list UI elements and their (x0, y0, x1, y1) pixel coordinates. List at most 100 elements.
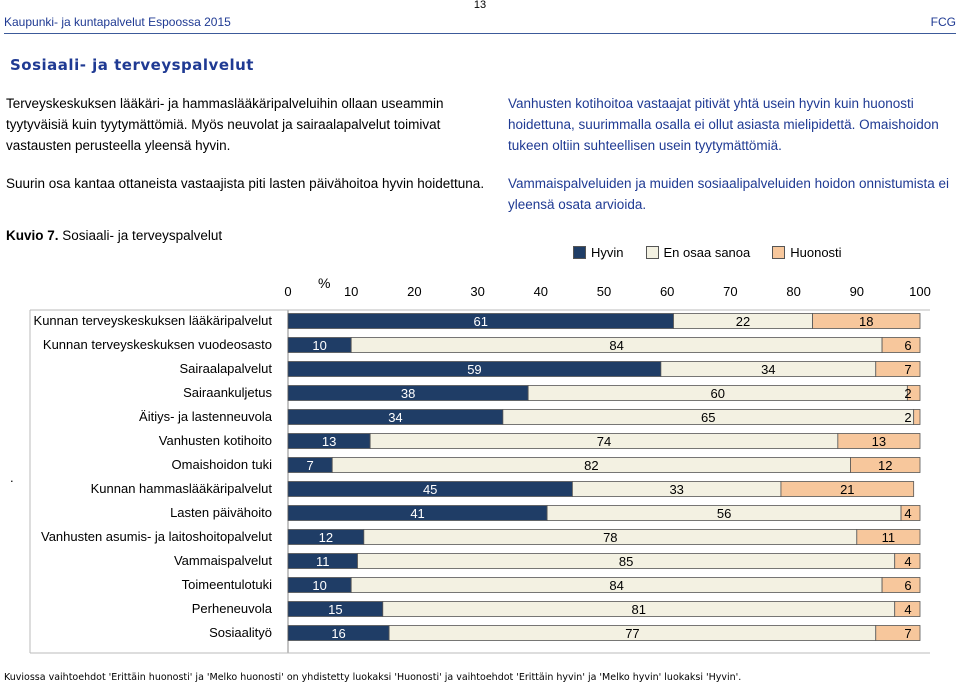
data-label-9-1: 78 (603, 530, 617, 545)
category-label-7: Kunnan hammaslääkäripalvelut (91, 481, 273, 496)
legend-item-1: En osaa sanoa (645, 245, 751, 260)
data-label-4-2: 2 (904, 410, 911, 425)
bar-9-2 (856, 529, 921, 545)
x-tick-label-9: 90 (850, 284, 864, 299)
x-tick-label-3: 30 (470, 284, 484, 299)
category-label-2: Sairaalapalvelut (179, 361, 272, 376)
data-label-6-2: 12 (878, 458, 892, 473)
data-label-7-0: 45 (423, 482, 437, 497)
data-label-0-1: 22 (736, 314, 750, 329)
legend-label-1: En osaa sanoa (663, 245, 751, 260)
category-label-12: Perheneuvola (192, 601, 273, 616)
data-label-0-2: 18 (859, 314, 873, 329)
chart-legend: Hyvin En osaa sanoa Huonosti (573, 245, 864, 260)
data-label-2-0: 59 (467, 362, 481, 377)
x-tick-label-2: 20 (407, 284, 421, 299)
data-label-12-1: 81 (632, 602, 646, 617)
category-label-10: Vammaispalvelut (174, 553, 272, 568)
data-label-2-1: 34 (761, 362, 775, 377)
data-label-0-0: 61 (474, 314, 488, 329)
legend-item-2: Huonosti (772, 245, 842, 260)
data-label-8-1: 56 (717, 506, 731, 521)
legend-swatch-0 (573, 246, 586, 259)
axis-unit: % (318, 275, 331, 291)
header-brand: FCG (930, 15, 956, 29)
data-label-4-1: 65 (701, 410, 715, 425)
section-title: Sosiaali- ja terveyspalvelut (10, 56, 254, 74)
data-label-5-2: 13 (872, 434, 886, 449)
x-tick-label-8: 80 (786, 284, 800, 299)
data-label-4-0: 34 (388, 410, 402, 425)
x-tick-label-7: 70 (723, 284, 737, 299)
category-label-4: Äitiys- ja lastenneuvola (139, 409, 273, 424)
data-label-7-1: 33 (669, 482, 683, 497)
bar-10-2 (894, 553, 921, 569)
paragraph-right-1: Vanhusten kotihoitoa vastaajat pitivät y… (508, 96, 939, 153)
category-label-13: Sosiaalityö (209, 625, 272, 640)
data-label-6-0: 7 (307, 458, 314, 473)
figure-label: Kuvio 7. (6, 228, 59, 243)
category-label-1: Kunnan terveyskeskuksen vuodeosasto (43, 337, 272, 352)
x-tick-label-10: 100 (909, 284, 931, 299)
bar-7-2 (780, 481, 915, 497)
header-title: Kaupunki- ja kuntapalvelut Espoossa 2015 (4, 15, 231, 29)
data-label-5-0: 13 (322, 434, 336, 449)
legend-swatch-2 (772, 246, 786, 259)
data-label-10-1: 85 (619, 554, 633, 569)
category-label-9: Vanhusten asumis- ja laitoshoitopalvelut (41, 529, 272, 544)
data-label-13-0: 16 (331, 626, 345, 641)
category-label-11: Toimeentulotuki (182, 577, 272, 592)
bar-0-2 (812, 313, 921, 329)
data-label-9-2: 11 (882, 530, 896, 545)
data-label-9-0: 12 (319, 530, 333, 545)
x-tick-label-0: 0 (284, 284, 291, 299)
bar-12-2 (894, 601, 921, 617)
bar-1-2 (881, 337, 921, 353)
legend-swatch-1 (645, 246, 659, 259)
data-label-6-1: 82 (584, 458, 598, 473)
data-label-13-2: 7 (904, 626, 911, 641)
category-label-5: Vanhusten kotihoito (159, 433, 272, 448)
bar-6-2 (850, 457, 921, 473)
bar-2-2 (875, 361, 921, 377)
page-number: 13 (473, 0, 487, 11)
category-label-0: Kunnan terveyskeskuksen lääkäripalvelut (34, 313, 273, 328)
data-label-12-0: 15 (328, 602, 342, 617)
x-tick-label-6: 60 (660, 284, 674, 299)
legend-label-2: Huonosti (790, 245, 842, 260)
data-label-11-2: 6 (904, 578, 911, 593)
legend-item-0: Hyvin (573, 245, 624, 260)
category-label-3: Sairaankuljetus (183, 385, 272, 400)
x-tick-label-1: 10 (344, 284, 358, 299)
bar-13-2 (875, 625, 921, 641)
stray-dot: . (10, 470, 14, 485)
data-label-10-0: 11 (316, 554, 330, 569)
category-label-8: Lasten päivähoito (170, 505, 272, 520)
x-tick-label-4: 40 (534, 284, 548, 299)
paragraph-left-1: Terveyskeskuksen lääkäri- ja hammaslääkä… (6, 96, 444, 153)
data-label-3-1: 60 (711, 386, 725, 401)
footnote: Kuviossa vaihtoehdot 'Erittäin huonosti'… (4, 672, 742, 683)
data-label-12-2: 4 (904, 602, 911, 617)
data-label-1-0: 10 (312, 338, 326, 353)
data-label-2-2: 7 (904, 362, 911, 377)
data-label-7-2: 21 (840, 482, 854, 497)
paragraph-left-2: Suurin osa kantaa ottaneista vastaajista… (6, 176, 485, 191)
data-label-11-0: 10 (312, 578, 326, 593)
data-label-13-1: 77 (625, 626, 639, 641)
data-label-8-2: 4 (904, 506, 911, 521)
bar-3-2 (906, 385, 921, 401)
data-label-3-2: 2 (904, 386, 911, 401)
bar-5-2 (837, 433, 921, 449)
bar-4-2 (913, 409, 921, 425)
paragraph-right-2: Vammaispalveluiden ja muiden sosiaalipal… (508, 176, 950, 212)
data-label-10-2: 4 (904, 554, 911, 569)
data-label-1-1: 84 (609, 338, 623, 353)
category-label-6: Omaishoidon tuki (172, 457, 273, 472)
data-label-3-0: 38 (401, 386, 415, 401)
figure-title: Kuvio 7. Sosiaali- ja terveyspalvelut (6, 228, 222, 243)
bar-8-2 (900, 505, 921, 521)
bar-11-2 (881, 577, 921, 593)
header-divider (4, 33, 956, 34)
